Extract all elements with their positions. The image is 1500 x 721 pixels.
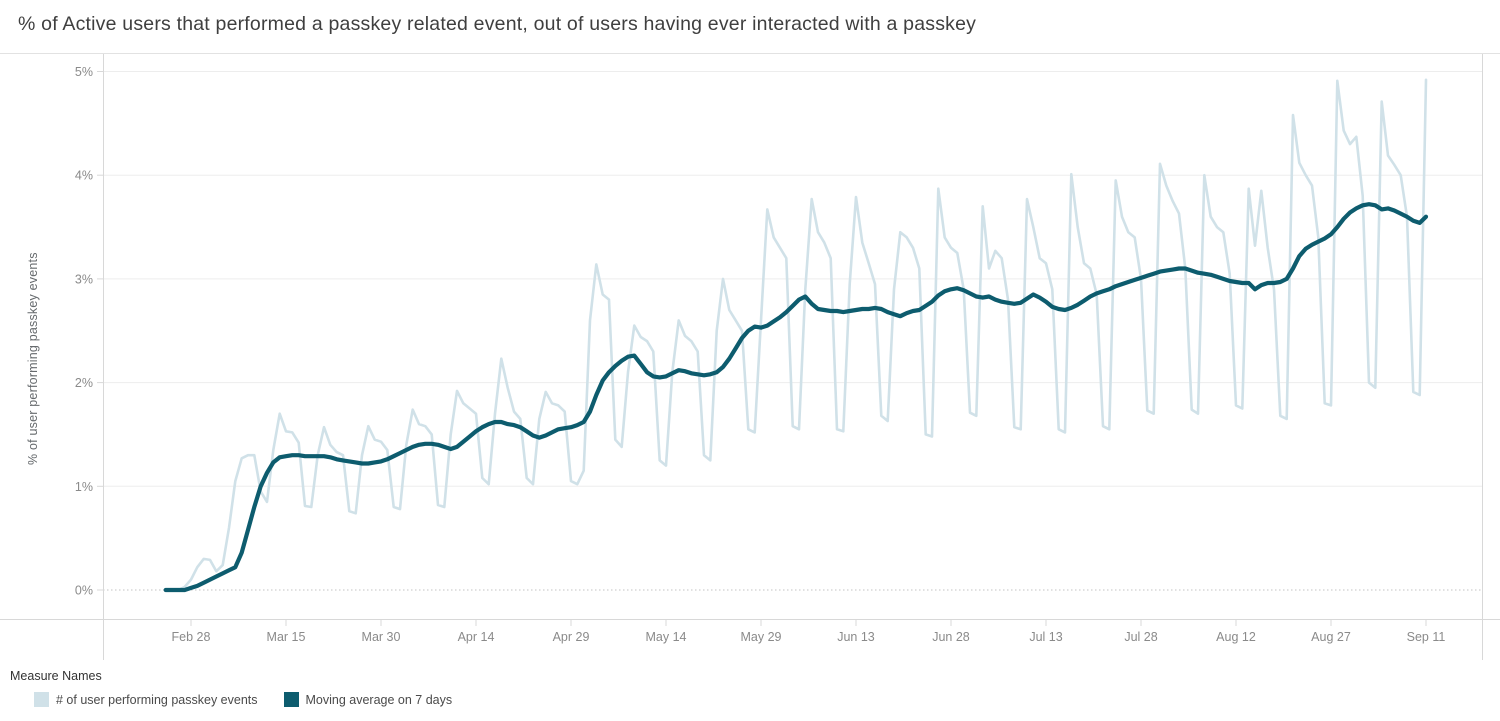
- y-tick-label: 2%: [75, 376, 93, 390]
- x-tick-label: Apr 29: [553, 630, 590, 644]
- daily-series-line[interactable]: [164, 78, 1428, 592]
- legend-label-daily-series: # of user performing passkey events: [56, 692, 258, 707]
- legend-label-moving-average: Moving average on 7 days: [305, 692, 453, 707]
- x-tick-label: Aug 12: [1216, 630, 1256, 644]
- legend-title: Measure Names: [10, 669, 102, 683]
- legend-item-daily-series[interactable]: # of user performing passkey events: [34, 692, 258, 707]
- x-tick-label: Apr 14: [458, 630, 495, 644]
- x-tick-label: May 29: [740, 630, 781, 644]
- x-tick-label: Jul 28: [1124, 630, 1157, 644]
- legend-item-moving-average[interactable]: Moving average on 7 days: [283, 692, 453, 707]
- x-tick-label: May 14: [645, 630, 686, 644]
- x-tick-label: Feb 28: [172, 630, 211, 644]
- x-tick-label: Mar 15: [267, 630, 306, 644]
- y-axis-title: % of user performing passkey events: [26, 252, 40, 466]
- x-tick-label: Jul 13: [1029, 630, 1062, 644]
- x-tick-label: Aug 27: [1311, 630, 1351, 644]
- chart-title: % of Active users that performed a passk…: [18, 13, 977, 35]
- x-tick-label: Sep 11: [1407, 630, 1446, 644]
- legend: Measure Names # of user performing passk…: [0, 660, 1500, 721]
- y-tick-label: 3%: [75, 272, 93, 286]
- legend-swatch-moving-average: [283, 692, 299, 707]
- line-chart-plot[interactable]: 0% 1% 2% 3% 4% 5% Feb 28 Mar 15 Mar 30 Apr 14 Apr …: [0, 54, 1500, 660]
- chart-area: 0% 1% 2% 3% 4% 5% Feb 28 Mar 15 Mar 30 Apr 14 Apr …: [0, 54, 1500, 660]
- chart-title-bar: % of Active users that performed a passk…: [0, 0, 1500, 54]
- x-tick-label: Mar 30: [362, 630, 401, 644]
- y-tick-label: 5%: [75, 65, 93, 79]
- legend-items: # of user performing passkey events Movi…: [34, 692, 1500, 707]
- y-tick-label: 4%: [75, 169, 93, 183]
- x-tick-label: Jun 28: [932, 630, 970, 644]
- moving-average-line[interactable]: [163, 202, 1429, 593]
- x-tick-label: Jun 13: [837, 630, 875, 644]
- legend-swatch-daily-series: [34, 692, 49, 707]
- y-tick-label: 1%: [75, 480, 93, 494]
- y-tick-label: 0%: [75, 584, 93, 598]
